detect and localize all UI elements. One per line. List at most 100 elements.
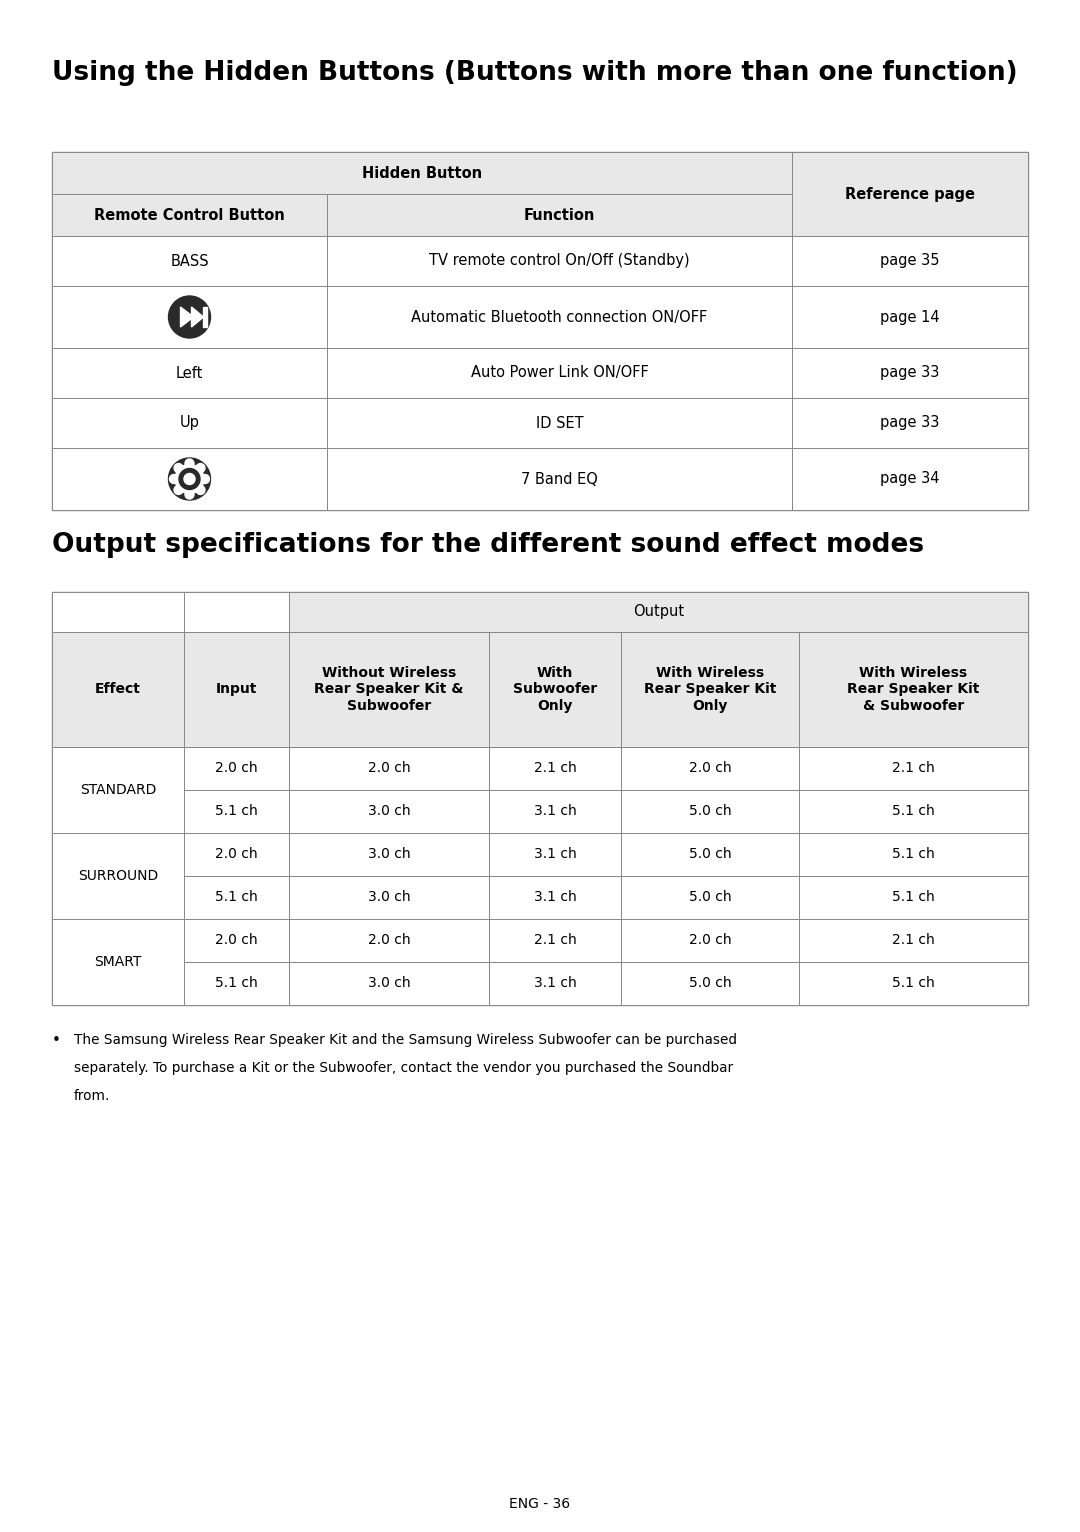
Circle shape bbox=[185, 460, 194, 467]
Bar bbox=[489, 748, 621, 791]
Text: 2.1 ch: 2.1 ch bbox=[892, 761, 935, 775]
Bar bbox=[184, 876, 289, 919]
Bar bbox=[289, 633, 489, 748]
Text: 2.0 ch: 2.0 ch bbox=[689, 933, 731, 947]
Bar bbox=[289, 876, 489, 919]
Text: 5.1 ch: 5.1 ch bbox=[215, 804, 258, 818]
Text: page 34: page 34 bbox=[880, 472, 940, 487]
Bar bbox=[289, 919, 489, 962]
Text: •: • bbox=[52, 1033, 60, 1048]
Bar bbox=[489, 919, 621, 962]
Text: 2.0 ch: 2.0 ch bbox=[215, 933, 258, 947]
Bar bbox=[792, 447, 1028, 510]
Circle shape bbox=[179, 469, 200, 490]
Text: 2.0 ch: 2.0 ch bbox=[367, 761, 410, 775]
Text: 3.0 ch: 3.0 ch bbox=[367, 804, 410, 818]
Text: Reference page: Reference page bbox=[845, 187, 975, 202]
Bar bbox=[52, 447, 327, 510]
Text: Output: Output bbox=[633, 605, 684, 619]
Text: 3.0 ch: 3.0 ch bbox=[367, 976, 410, 991]
Text: BASS: BASS bbox=[171, 253, 208, 268]
Text: page 14: page 14 bbox=[880, 309, 940, 325]
Text: 3.1 ch: 3.1 ch bbox=[534, 804, 577, 818]
Text: 5.0 ch: 5.0 ch bbox=[689, 890, 731, 904]
Text: 2.0 ch: 2.0 ch bbox=[689, 761, 731, 775]
Text: 5.0 ch: 5.0 ch bbox=[689, 804, 731, 818]
Text: from.: from. bbox=[75, 1089, 110, 1103]
Bar bbox=[289, 791, 489, 833]
Bar bbox=[799, 633, 1028, 748]
Bar bbox=[52, 236, 327, 286]
Bar bbox=[52, 286, 327, 348]
Bar bbox=[799, 791, 1028, 833]
Circle shape bbox=[174, 464, 183, 472]
Bar bbox=[621, 833, 799, 876]
Bar bbox=[621, 633, 799, 748]
Bar bbox=[184, 591, 289, 633]
Text: 3.1 ch: 3.1 ch bbox=[534, 847, 577, 861]
Circle shape bbox=[195, 464, 205, 472]
Polygon shape bbox=[180, 306, 193, 326]
Circle shape bbox=[179, 469, 200, 489]
Bar bbox=[799, 833, 1028, 876]
Bar bbox=[792, 286, 1028, 348]
Bar bbox=[52, 919, 184, 1005]
Text: 2.1 ch: 2.1 ch bbox=[534, 933, 577, 947]
Text: Without Wireless
Rear Speaker Kit &
Subwoofer: Without Wireless Rear Speaker Kit & Subw… bbox=[314, 666, 463, 712]
Bar bbox=[799, 962, 1028, 1005]
Circle shape bbox=[170, 475, 178, 484]
Text: 2.0 ch: 2.0 ch bbox=[367, 933, 410, 947]
Bar bbox=[203, 306, 206, 326]
Bar bbox=[489, 833, 621, 876]
Text: 3.1 ch: 3.1 ch bbox=[534, 890, 577, 904]
Bar bbox=[52, 152, 1028, 510]
Text: 2.0 ch: 2.0 ch bbox=[215, 761, 258, 775]
Text: SMART: SMART bbox=[94, 954, 141, 970]
Bar bbox=[621, 962, 799, 1005]
Bar bbox=[289, 748, 489, 791]
Text: 2.1 ch: 2.1 ch bbox=[892, 933, 935, 947]
Bar bbox=[52, 348, 327, 398]
Circle shape bbox=[168, 458, 211, 499]
Text: 5.1 ch: 5.1 ch bbox=[892, 847, 935, 861]
Text: Up: Up bbox=[179, 415, 200, 430]
Text: ENG - 36: ENG - 36 bbox=[510, 1497, 570, 1511]
Bar bbox=[792, 236, 1028, 286]
Circle shape bbox=[168, 296, 211, 339]
Bar bbox=[52, 633, 184, 748]
Text: Effect: Effect bbox=[95, 682, 140, 697]
Text: Using the Hidden Buttons (Buttons with more than one function): Using the Hidden Buttons (Buttons with m… bbox=[52, 60, 1017, 86]
Text: 3.1 ch: 3.1 ch bbox=[534, 976, 577, 991]
Bar bbox=[52, 152, 792, 195]
Bar bbox=[621, 791, 799, 833]
Text: Hidden Button: Hidden Button bbox=[362, 165, 482, 181]
Text: 5.1 ch: 5.1 ch bbox=[892, 804, 935, 818]
Bar bbox=[52, 748, 184, 833]
Bar bbox=[799, 919, 1028, 962]
Bar bbox=[52, 591, 1028, 1005]
Bar bbox=[489, 633, 621, 748]
Circle shape bbox=[174, 486, 183, 495]
Bar bbox=[289, 833, 489, 876]
Bar bbox=[327, 398, 792, 447]
Bar bbox=[489, 876, 621, 919]
Text: Remote Control Button: Remote Control Button bbox=[94, 207, 285, 222]
Text: 5.0 ch: 5.0 ch bbox=[689, 847, 731, 861]
Text: With Wireless
Rear Speaker Kit
& Subwoofer: With Wireless Rear Speaker Kit & Subwoof… bbox=[848, 666, 980, 712]
Bar bbox=[184, 919, 289, 962]
Text: 2.0 ch: 2.0 ch bbox=[215, 847, 258, 861]
Text: 5.1 ch: 5.1 ch bbox=[892, 890, 935, 904]
Bar bbox=[52, 398, 327, 447]
Bar bbox=[184, 748, 289, 791]
Bar bbox=[621, 748, 799, 791]
Bar bbox=[327, 195, 792, 236]
Bar bbox=[184, 833, 289, 876]
Text: SURROUND: SURROUND bbox=[78, 869, 158, 882]
Bar bbox=[327, 348, 792, 398]
Circle shape bbox=[184, 473, 195, 484]
Bar bbox=[52, 195, 327, 236]
Text: Output specifications for the different sound effect modes: Output specifications for the different … bbox=[52, 532, 924, 558]
Bar bbox=[52, 591, 184, 633]
Text: Auto Power Link ON/OFF: Auto Power Link ON/OFF bbox=[471, 366, 648, 380]
Bar bbox=[799, 876, 1028, 919]
